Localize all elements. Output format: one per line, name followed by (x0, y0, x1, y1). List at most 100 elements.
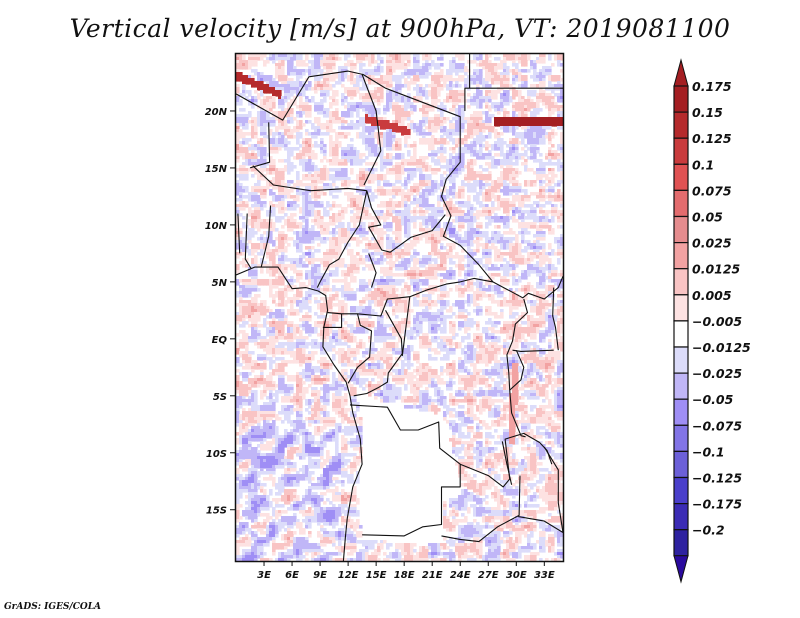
field-cell (497, 123, 501, 127)
field-cell (275, 72, 279, 76)
field-cell (434, 159, 438, 163)
field-cell (539, 207, 543, 211)
field-cell (275, 237, 279, 241)
field-cell (323, 228, 327, 232)
field-cell (533, 90, 537, 94)
field-cell (272, 171, 276, 175)
field-cell (395, 96, 399, 100)
field-cell (494, 96, 498, 100)
field-cell (410, 210, 414, 214)
field-cell (413, 96, 417, 100)
field-cell (464, 219, 468, 223)
field-cell (314, 120, 318, 124)
field-cell (554, 240, 558, 244)
field-cell (269, 54, 273, 58)
field-cell (341, 147, 345, 151)
field-cell (542, 249, 546, 253)
field-cell (260, 159, 264, 163)
field-cell (431, 147, 435, 151)
field-cell (446, 165, 450, 169)
field-cell (320, 192, 324, 196)
field-cell (290, 168, 294, 172)
field-cell (509, 117, 513, 121)
field-cell (242, 237, 246, 241)
field-cell (314, 192, 318, 196)
field-cell (332, 66, 336, 70)
field-cell (461, 150, 465, 154)
field-cell (479, 117, 483, 121)
field-cell (551, 228, 555, 232)
field-cell (317, 117, 321, 121)
field-cell (242, 201, 246, 205)
field-cell (269, 171, 273, 175)
field-cell (506, 243, 510, 247)
field-cell (482, 234, 486, 238)
field-cell (344, 57, 348, 61)
field-cell (539, 81, 543, 85)
field-cell (293, 222, 297, 226)
field-cell (479, 78, 483, 82)
field-cell (239, 150, 243, 154)
field-cell (497, 219, 501, 223)
field-cell (350, 171, 354, 175)
field-cell (506, 192, 510, 196)
field-cell (263, 90, 267, 94)
field-cell (473, 114, 477, 118)
field-cell (422, 138, 426, 142)
field-cell (248, 93, 252, 97)
field-cell (509, 237, 513, 241)
field-cell (389, 201, 393, 205)
field-cell (515, 105, 519, 109)
field-cell (377, 120, 381, 124)
field-cell (509, 180, 513, 184)
field-cell (299, 153, 303, 157)
field-cell (506, 156, 510, 160)
field-cell (335, 249, 339, 253)
field-cell (500, 63, 504, 67)
field-cell (533, 225, 537, 229)
field-cell (386, 153, 390, 157)
field-cell (488, 189, 492, 193)
field-cell (353, 105, 357, 109)
field-cell (518, 54, 522, 58)
field-cell (491, 192, 495, 196)
field-cell (347, 234, 351, 238)
field-cell (422, 255, 426, 259)
field-cell (413, 147, 417, 151)
field-cell (560, 147, 563, 151)
field-cell (536, 117, 540, 121)
field-cell (308, 144, 312, 148)
field-cell (326, 132, 330, 136)
field-cell (365, 243, 369, 247)
field-cell (425, 228, 429, 232)
field-cell (443, 237, 447, 241)
field-cell (398, 129, 402, 133)
field-cell (437, 231, 441, 235)
field-cell (287, 183, 291, 187)
field-cell (449, 129, 453, 133)
field-cell (335, 243, 339, 247)
field-cell (308, 156, 312, 160)
field-cell (542, 129, 546, 133)
field-cell (245, 150, 249, 154)
field-cell (533, 222, 537, 226)
field-cell (251, 249, 255, 253)
field-cell (281, 126, 285, 130)
field-cell (413, 153, 417, 157)
field-cell (446, 231, 450, 235)
field-cell (413, 216, 417, 220)
field-cell (410, 246, 414, 250)
field-cell (266, 225, 270, 229)
field-cell (437, 186, 441, 190)
field-cell (437, 240, 441, 244)
field-cell (440, 54, 444, 58)
field-cell (332, 213, 336, 217)
field-cell (368, 204, 372, 208)
field-cell (353, 222, 357, 226)
field-cell (419, 177, 423, 181)
field-cell (371, 177, 375, 181)
field-cell (446, 225, 450, 229)
field-cell (527, 222, 531, 226)
field-cell (428, 138, 432, 142)
field-cell (389, 192, 393, 196)
